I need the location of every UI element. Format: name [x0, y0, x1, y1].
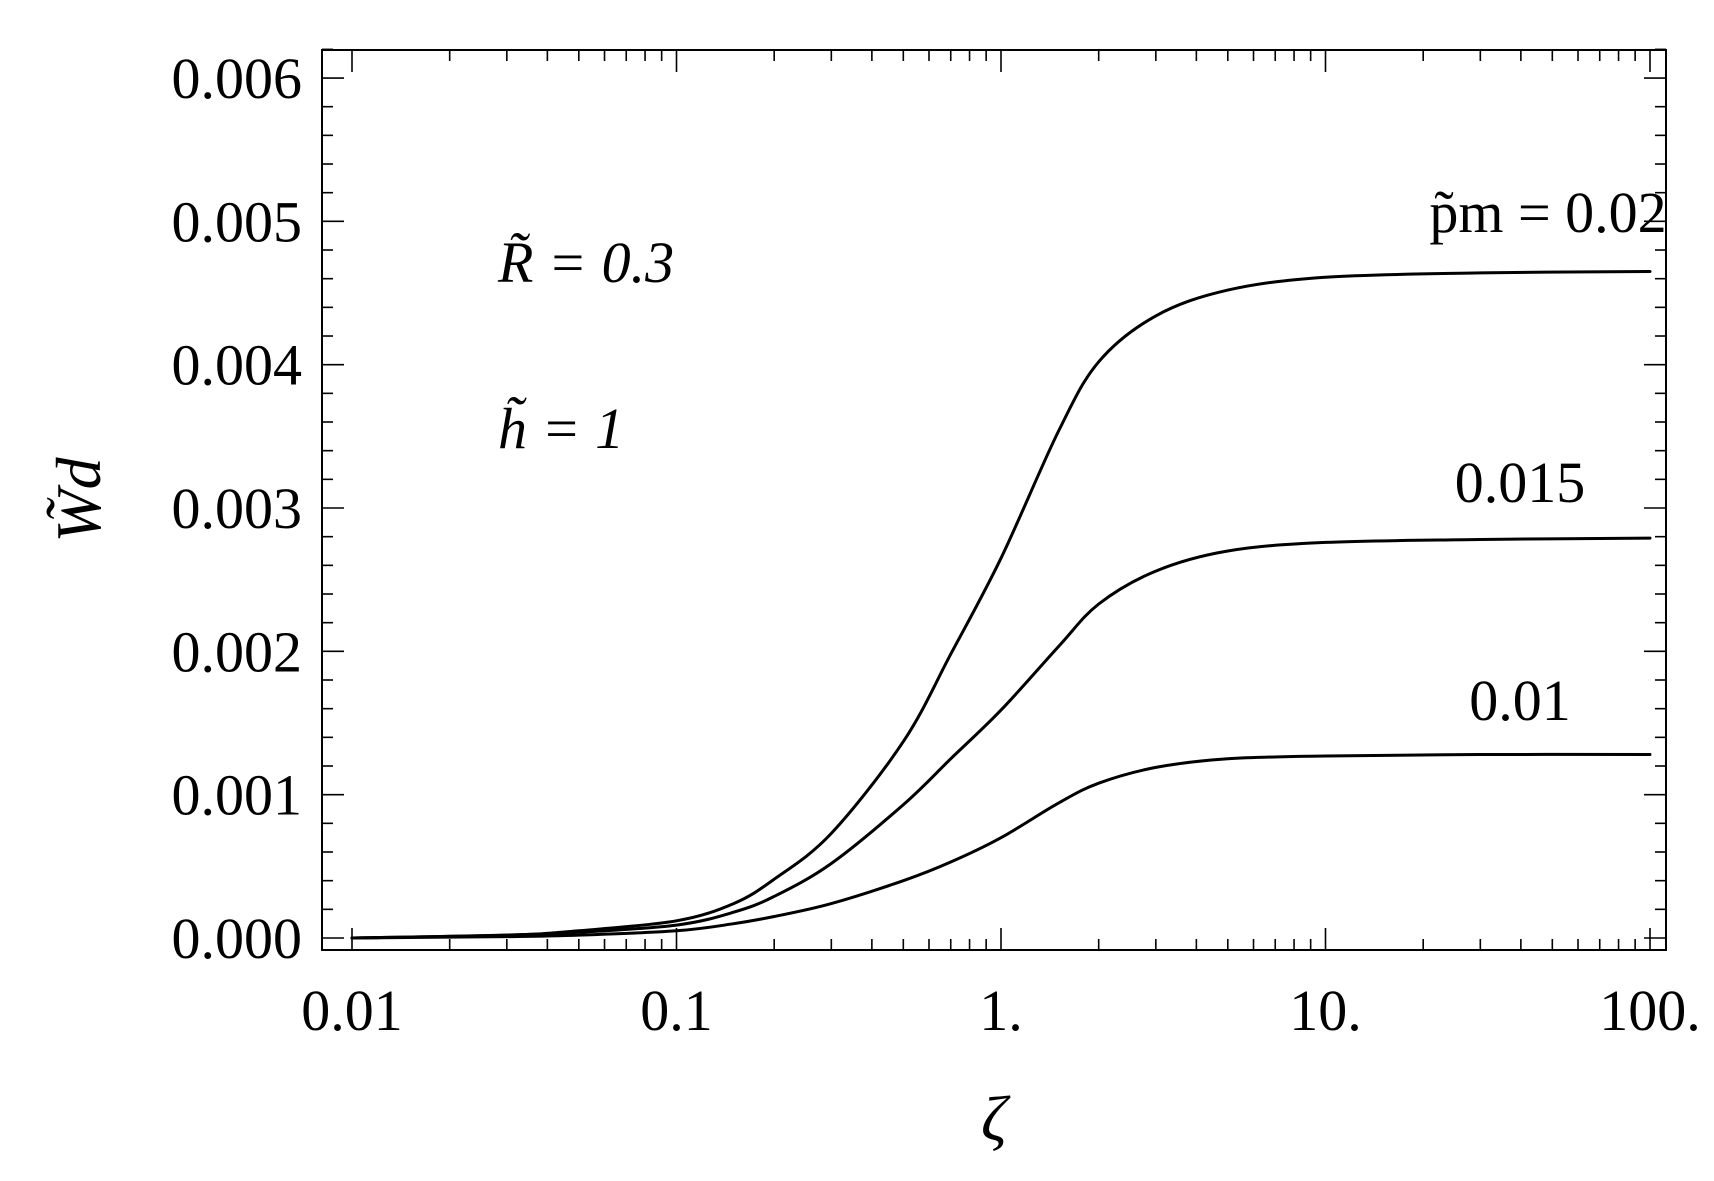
x-tick-label: 0.01 — [301, 978, 403, 1043]
x-tick-label: 0.1 — [640, 978, 713, 1043]
y-tick-label: 0.003 — [172, 476, 303, 541]
series-label-1: p̃m = 0.02 — [1429, 180, 1666, 245]
y-tick-label: 0.002 — [172, 619, 303, 684]
x-tick-label: 1. — [979, 978, 1023, 1043]
annotation-h: h̃ = 1 — [498, 396, 624, 461]
annotation-r: R̃ = 0.3 — [497, 230, 674, 295]
y-tick-label: 0.001 — [172, 763, 303, 828]
series-line-2 — [350, 536, 1652, 940]
y-tick-label: 0.005 — [172, 189, 303, 254]
y-axis-title: W̃d — [43, 456, 114, 542]
plot-frame — [321, 49, 1667, 951]
x-tick-labels: 0.01 0.1 1. 10. 100. — [301, 978, 1701, 1043]
y-tick-labels: 0.000 0.001 0.002 0.003 0.004 0.005 0.006 — [172, 46, 303, 971]
x-tick-label: 10. — [1289, 978, 1362, 1043]
y-tick-label: 0.006 — [172, 46, 303, 111]
series-line-3 — [350, 752, 1652, 940]
x-axis-title: ζ — [981, 1083, 1011, 1154]
series-label-2: 0.015 — [1455, 450, 1586, 515]
curves — [350, 270, 1652, 940]
y-tick-label: 0.000 — [172, 906, 303, 971]
series-label-3: 0.01 — [1469, 668, 1571, 733]
x-tick-label: 100. — [1599, 978, 1701, 1043]
series-line-1 — [350, 270, 1652, 940]
series-labels: p̃m = 0.02 0.015 0.01 — [1429, 180, 1666, 733]
y-tick-label: 0.004 — [172, 333, 303, 398]
